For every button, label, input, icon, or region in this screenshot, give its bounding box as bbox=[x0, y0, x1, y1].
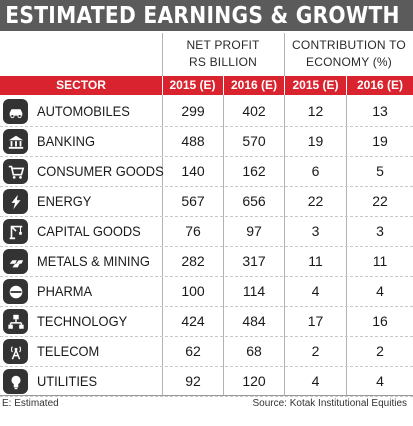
np-2015-value: 92 bbox=[185, 373, 201, 389]
ct-2015-value: 4 bbox=[311, 373, 320, 389]
ct-2016-value: 3 bbox=[376, 223, 384, 239]
sector-name: PHARMA bbox=[37, 283, 93, 299]
crane-icon bbox=[3, 219, 28, 244]
divider bbox=[284, 33, 285, 76]
sector-name: TELECOM bbox=[37, 343, 100, 359]
bulb-icon bbox=[3, 369, 28, 394]
np-2015-value: 140 bbox=[181, 163, 205, 179]
np-2015-value: 299 bbox=[181, 103, 205, 119]
np-2015-value: 488 bbox=[181, 133, 205, 149]
sector-name: BANKING bbox=[37, 133, 95, 149]
ct-2015-value: 11 bbox=[308, 253, 323, 269]
table-row: AUTOMOBILES 299 402 12 13 bbox=[0, 97, 413, 127]
np-2016-value: 402 bbox=[242, 103, 266, 119]
ct-2016-value: 16 bbox=[372, 313, 388, 329]
ct-2015-value: 17 bbox=[307, 313, 324, 329]
table-row: TELECOM 62 68 2 2 bbox=[0, 337, 413, 367]
divider bbox=[162, 76, 163, 95]
sector-name: CAPITAL GOODS bbox=[37, 223, 141, 239]
np-2016-value: 656 bbox=[242, 193, 266, 209]
footnote: E: Estimated bbox=[2, 398, 59, 409]
lightning-icon bbox=[3, 189, 28, 214]
col-np-2016: 2016 (E) bbox=[230, 78, 278, 92]
divider bbox=[162, 33, 163, 76]
table-row: CAPITAL GOODS 76 97 3 3 bbox=[0, 217, 413, 247]
np-2016-value: 97 bbox=[246, 223, 262, 239]
np-2016-value: 120 bbox=[242, 373, 266, 389]
np-2015-value: 567 bbox=[181, 193, 205, 209]
page-title: ESTIMATED EARNINGS & GROWTH bbox=[5, 2, 400, 29]
ct-2016-value: 22 bbox=[372, 193, 388, 209]
ct-2016-value: 5 bbox=[376, 163, 384, 179]
bank-icon bbox=[3, 129, 28, 154]
sector-name: UTILITIES bbox=[37, 373, 98, 389]
ct-2016-value: 2 bbox=[376, 343, 384, 359]
shopping-cart-icon bbox=[3, 159, 28, 184]
np-2016-value: 162 bbox=[242, 163, 266, 179]
ct-2015-value: 4 bbox=[311, 283, 320, 299]
table-row: BANKING 488 570 19 19 bbox=[0, 127, 413, 157]
np-2015-value: 282 bbox=[181, 253, 205, 269]
sector-name: ENERGY bbox=[37, 193, 92, 209]
network-icon bbox=[3, 309, 28, 334]
divider bbox=[223, 95, 224, 395]
col-sector: SECTOR bbox=[56, 78, 106, 92]
np-2015-value: 62 bbox=[185, 343, 201, 359]
divider bbox=[284, 76, 285, 95]
table-row: ENERGY 567 656 22 22 bbox=[0, 187, 413, 217]
contribution-header: CONTRIBUTION TO ECONOMY (%) bbox=[286, 33, 412, 75]
ct-2016-value: 4 bbox=[376, 283, 384, 299]
pill-icon bbox=[3, 279, 28, 304]
car-icon bbox=[3, 99, 28, 124]
net-profit-header-line1: NET PROFIT bbox=[186, 38, 260, 52]
table-row: UTILITIES 92 120 4 4 bbox=[0, 367, 413, 397]
metal-bars-icon bbox=[3, 249, 28, 274]
divider bbox=[162, 95, 163, 395]
col-ct-2015: 2015 (E) bbox=[292, 78, 339, 92]
np-2016-value: 484 bbox=[242, 313, 266, 329]
ct-2015-value: 19 bbox=[307, 133, 324, 149]
contribution-header-line2: ECONOMY (%) bbox=[306, 55, 392, 69]
divider bbox=[346, 76, 347, 95]
table-row: METALS & MINING 282 317 11 11 bbox=[0, 247, 413, 277]
ct-2015-value: 22 bbox=[307, 193, 324, 209]
ct-2015-value: 3 bbox=[311, 223, 320, 239]
col-ct-2016: 2016 (E) bbox=[356, 78, 404, 92]
ct-2016-value: 4 bbox=[376, 373, 384, 389]
source-note: Source: Kotak Institutional Equities bbox=[252, 398, 407, 409]
np-2015-value: 76 bbox=[185, 223, 201, 239]
sector-name: AUTOMOBILES bbox=[37, 103, 130, 119]
divider bbox=[346, 95, 347, 395]
np-2016-value: 114 bbox=[242, 283, 266, 299]
ct-2016-value: 11 bbox=[372, 253, 388, 269]
net-profit-header-line2: RS BILLION bbox=[188, 55, 258, 69]
divider bbox=[223, 76, 224, 95]
sector-name: METALS & MINING bbox=[37, 253, 150, 269]
np-2015-value: 100 bbox=[181, 283, 205, 299]
column-header-bar: SECTOR 2015 (E) 2016 (E) 2015 (E) 2016 (… bbox=[0, 76, 413, 95]
ct-2016-value: 19 bbox=[372, 133, 388, 149]
np-2015-value: 424 bbox=[181, 313, 205, 329]
ct-2015-value: 2 bbox=[311, 343, 320, 359]
np-2016-value: 317 bbox=[242, 253, 266, 269]
table-row: CONSUMER GOODS 140 162 6 5 bbox=[0, 157, 413, 187]
ct-2015-value: 6 bbox=[311, 163, 320, 179]
antenna-icon bbox=[3, 339, 28, 364]
np-2016-value: 68 bbox=[246, 343, 262, 359]
bottom-rule bbox=[0, 395, 413, 396]
table-row: TECHNOLOGY 424 484 17 16 bbox=[0, 307, 413, 337]
ct-2015-value: 12 bbox=[307, 103, 324, 119]
net-profit-header: NET PROFIT RS BILLION bbox=[163, 33, 283, 75]
sector-name: CONSUMER GOODS bbox=[37, 163, 164, 179]
np-2016-value: 570 bbox=[242, 133, 266, 149]
sector-name: TECHNOLOGY bbox=[37, 313, 128, 329]
col-np-2015: 2015 (E) bbox=[169, 78, 216, 92]
table-row: PHARMA 100 114 4 4 bbox=[0, 277, 413, 307]
contribution-header-line1: CONTRIBUTION TO bbox=[292, 38, 406, 52]
title-bar: ESTIMATED EARNINGS & GROWTH bbox=[0, 0, 413, 31]
divider bbox=[284, 95, 285, 395]
ct-2016-value: 13 bbox=[372, 103, 388, 119]
